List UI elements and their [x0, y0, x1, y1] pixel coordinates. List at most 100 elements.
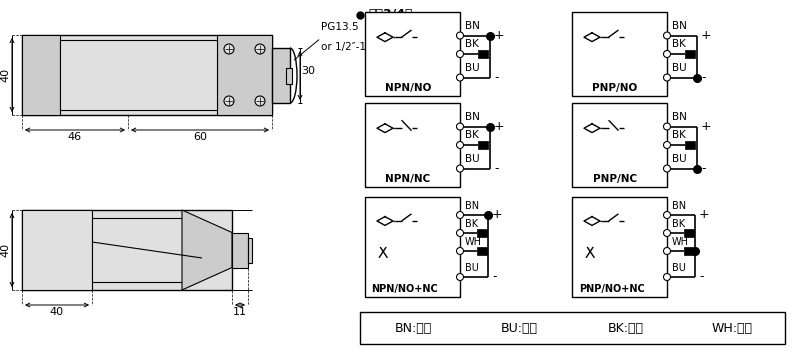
Bar: [232, 233, 248, 268]
Circle shape: [457, 74, 463, 81]
Text: 30: 30: [301, 65, 315, 75]
Bar: [572, 197, 667, 297]
Text: BK: BK: [672, 39, 686, 49]
Text: BK:黑色: BK:黑色: [608, 321, 644, 334]
Text: PNP/NC: PNP/NC: [593, 174, 637, 184]
Circle shape: [255, 96, 265, 106]
Circle shape: [663, 230, 670, 237]
Text: BN: BN: [465, 112, 480, 121]
Text: PNP/NO: PNP/NO: [592, 83, 638, 93]
Text: BN: BN: [672, 20, 687, 31]
Circle shape: [663, 74, 670, 81]
Text: -: -: [494, 71, 498, 84]
Circle shape: [457, 230, 463, 237]
Polygon shape: [182, 210, 232, 290]
Text: BK: BK: [465, 39, 479, 49]
Bar: [360, 312, 785, 344]
Circle shape: [663, 142, 670, 149]
Bar: [478, 141, 488, 149]
Text: BK: BK: [465, 219, 478, 229]
Text: or 1/2″-14NPT: or 1/2″-14NPT: [321, 42, 393, 52]
Text: +: +: [701, 29, 712, 42]
Text: 40: 40: [50, 307, 64, 317]
Text: 11: 11: [233, 307, 247, 317]
Bar: [92, 218, 192, 282]
Text: 46: 46: [68, 132, 82, 142]
Text: -: -: [494, 162, 498, 175]
Text: NPN/NO+NC: NPN/NO+NC: [371, 284, 438, 294]
Bar: [248, 238, 252, 263]
Text: 直涁3/4线: 直涁3/4线: [368, 8, 413, 21]
Bar: [365, 197, 460, 297]
Circle shape: [457, 123, 463, 130]
Text: BK: BK: [672, 130, 686, 140]
Text: BN:棕色: BN:棕色: [394, 321, 432, 334]
Bar: [22, 210, 232, 290]
Circle shape: [457, 247, 463, 254]
Text: WH:白色: WH:白色: [711, 321, 752, 334]
Text: BN: BN: [465, 201, 479, 211]
Text: 40: 40: [0, 243, 10, 257]
Bar: [365, 12, 460, 96]
Text: NPN/NC: NPN/NC: [385, 174, 430, 184]
Text: +: +: [492, 208, 502, 221]
Bar: [286, 68, 292, 83]
Bar: [685, 50, 695, 58]
Bar: [60, 40, 217, 110]
Circle shape: [224, 96, 234, 106]
Circle shape: [457, 142, 463, 149]
Text: -: -: [492, 270, 497, 283]
Text: BU:兰色: BU:兰色: [501, 321, 538, 334]
Bar: [572, 103, 667, 187]
Text: -: -: [701, 162, 706, 175]
Text: BU: BU: [465, 153, 480, 164]
Circle shape: [457, 165, 463, 172]
Bar: [477, 229, 487, 237]
Bar: [217, 35, 272, 115]
Text: BU: BU: [465, 263, 479, 273]
Circle shape: [663, 165, 670, 172]
Text: BU: BU: [672, 153, 686, 164]
Text: 40: 40: [0, 68, 10, 82]
Text: BU: BU: [672, 63, 686, 73]
Circle shape: [457, 274, 463, 281]
Text: BN: BN: [465, 20, 480, 31]
Text: +: +: [701, 120, 712, 133]
Text: +: +: [699, 208, 710, 221]
Circle shape: [663, 32, 670, 39]
Circle shape: [457, 50, 463, 57]
Text: +: +: [494, 120, 505, 133]
Text: -: -: [701, 71, 706, 84]
Text: +: +: [494, 29, 505, 42]
Text: WH: WH: [465, 237, 482, 247]
Circle shape: [663, 123, 670, 130]
Text: BN: BN: [672, 201, 686, 211]
Text: BU: BU: [672, 263, 686, 273]
Bar: [22, 210, 92, 290]
Bar: [685, 141, 695, 149]
Text: PG13.5: PG13.5: [321, 22, 358, 32]
Bar: [365, 103, 460, 187]
Circle shape: [663, 212, 670, 219]
Circle shape: [224, 44, 234, 54]
Text: WH: WH: [672, 237, 689, 247]
Text: BK: BK: [672, 219, 685, 229]
Text: 60: 60: [193, 132, 207, 142]
Text: -: -: [699, 270, 703, 283]
Circle shape: [457, 32, 463, 39]
Circle shape: [663, 274, 670, 281]
Circle shape: [663, 247, 670, 254]
Circle shape: [663, 50, 670, 57]
Bar: [272, 48, 290, 103]
Circle shape: [255, 44, 265, 54]
Text: BU: BU: [465, 63, 480, 73]
Bar: [572, 12, 667, 96]
Bar: [684, 229, 694, 237]
Bar: [477, 247, 487, 255]
Bar: [22, 35, 272, 115]
Bar: [684, 247, 694, 255]
Circle shape: [457, 212, 463, 219]
Text: PNP/NO+NC: PNP/NO+NC: [579, 284, 645, 294]
Text: BN: BN: [672, 112, 687, 121]
Bar: [478, 50, 488, 58]
